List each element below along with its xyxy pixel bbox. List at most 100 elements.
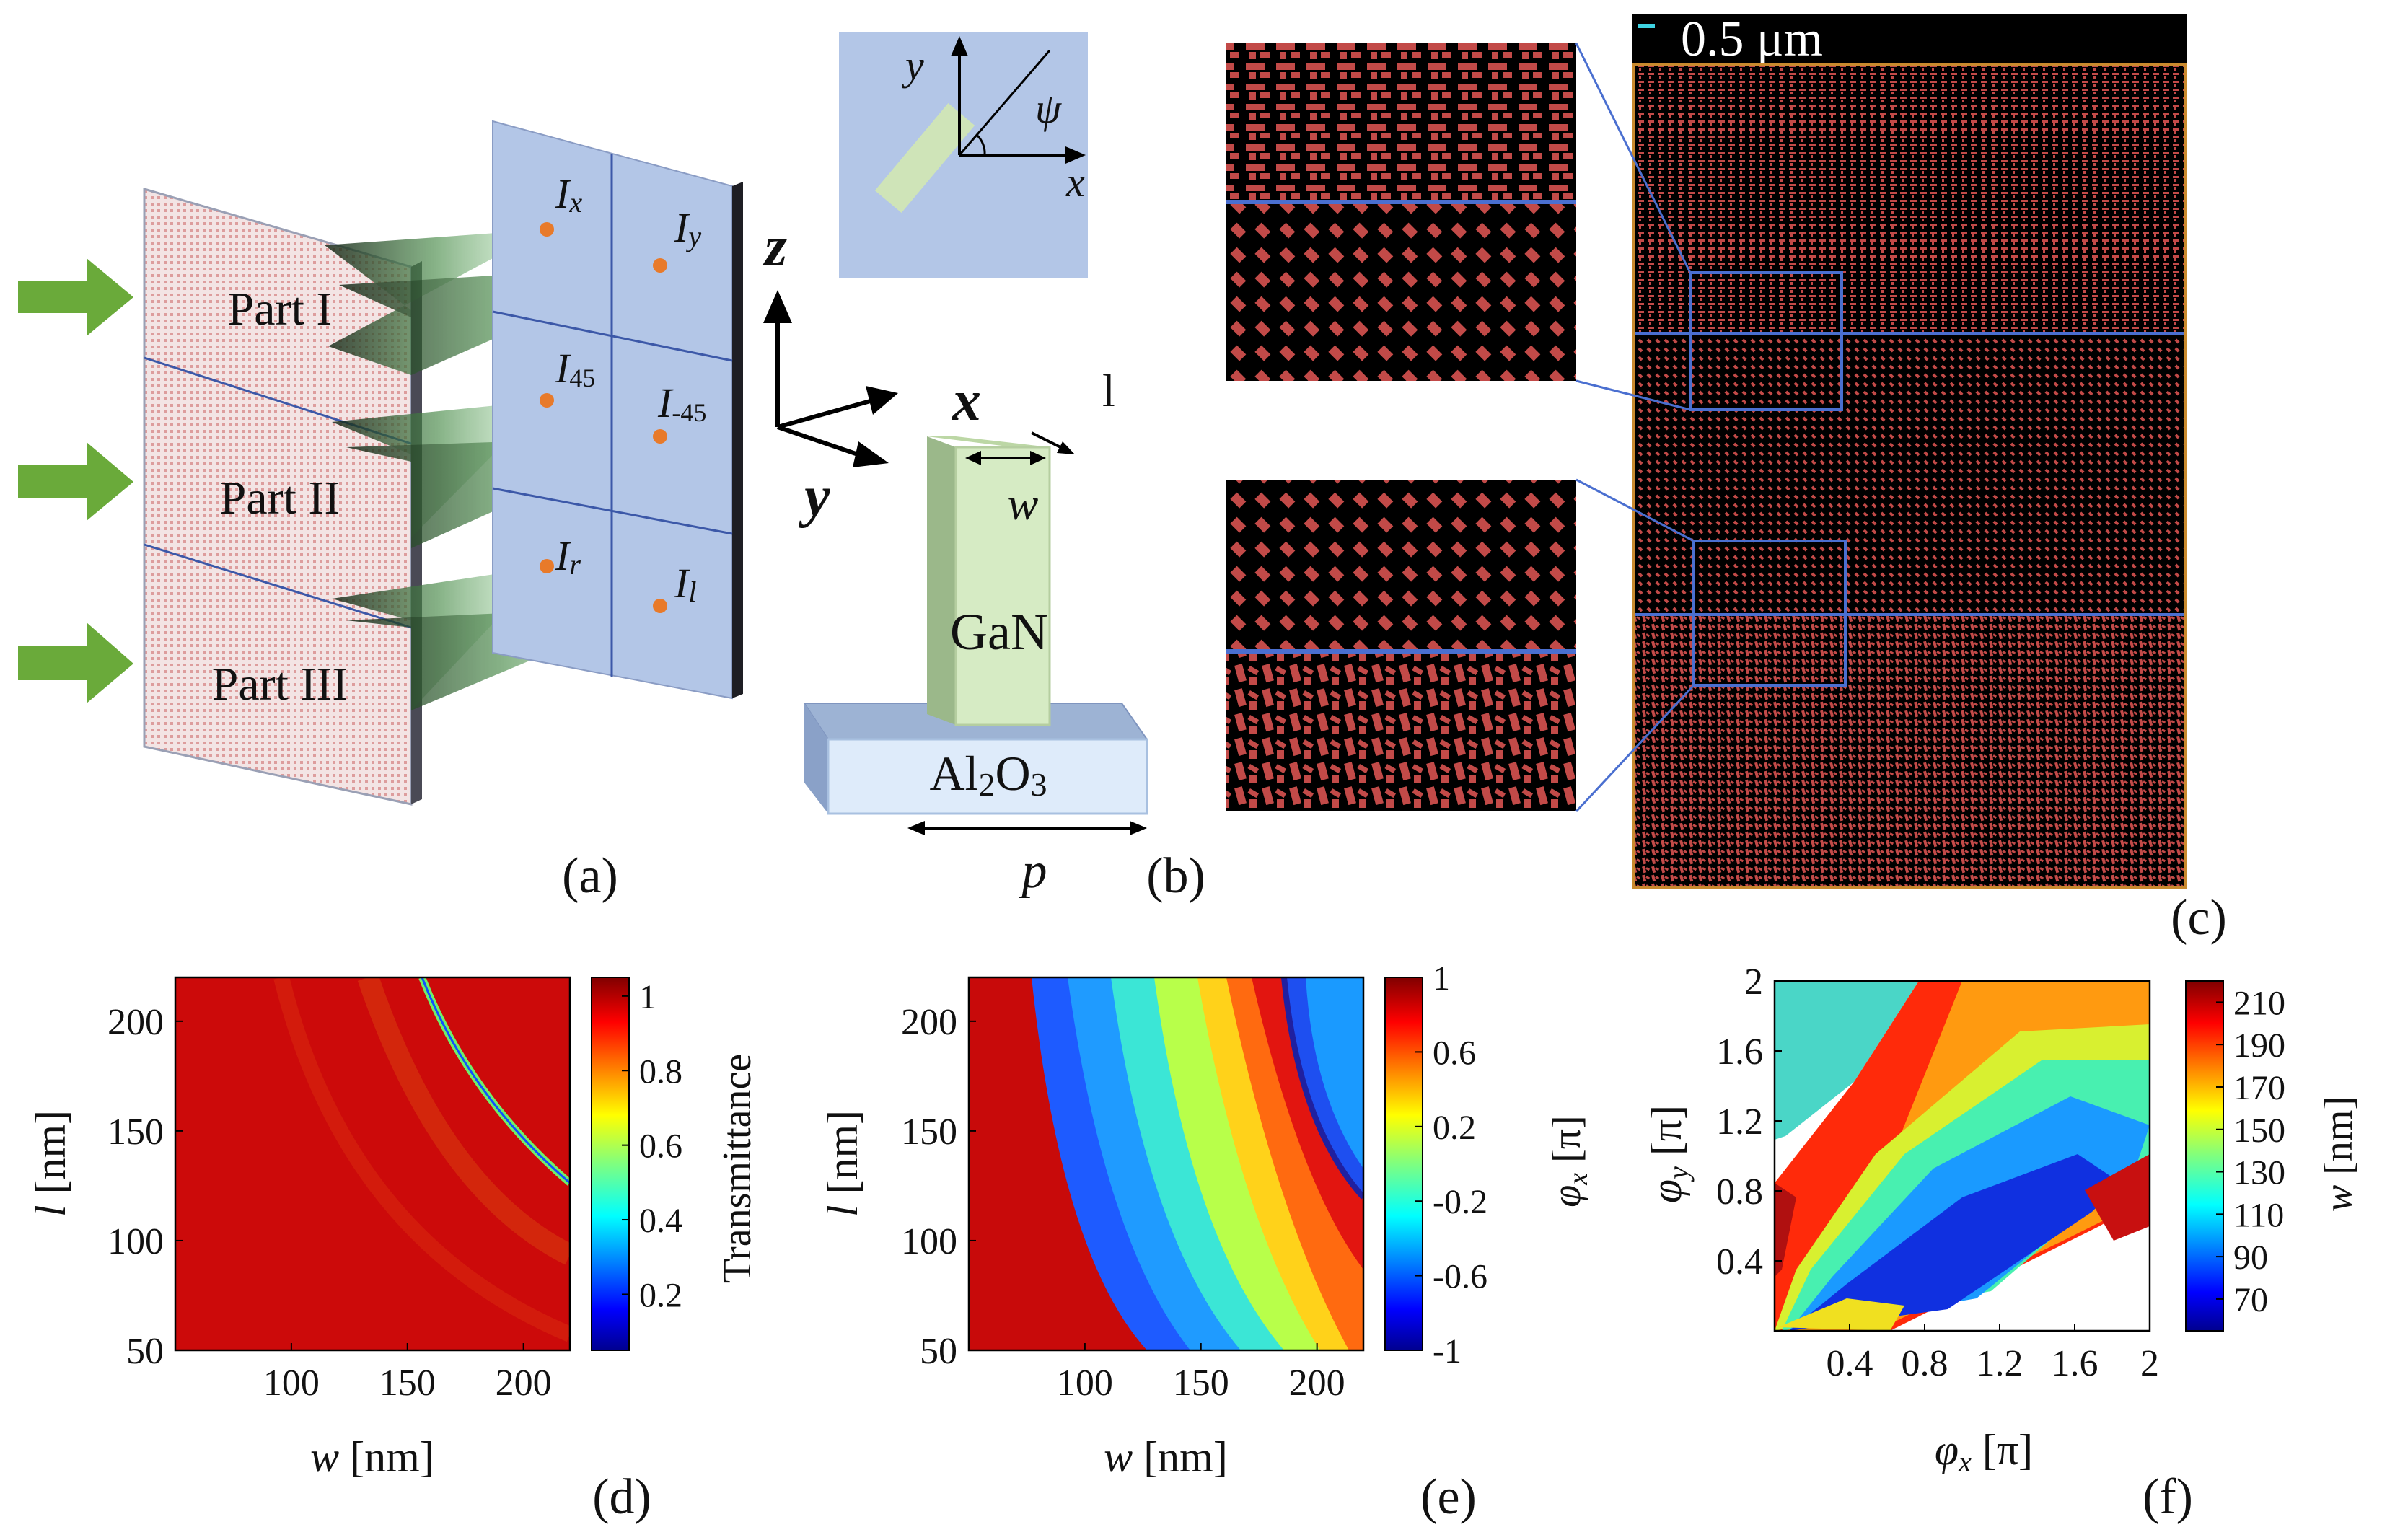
- axis-y-label: y: [798, 465, 830, 529]
- panel-c: 0.5 μm (c): [1226, 12, 2227, 946]
- label-Ir: Ir: [555, 532, 581, 581]
- panel-a: Part I Part II Part III Ix Iy I45 I-45 I…: [18, 120, 743, 904]
- scale-bar: [1638, 24, 1655, 28]
- xtick-label-f: 0.8: [1902, 1343, 1948, 1384]
- colorbar-d: [591, 977, 630, 1351]
- cbtick-label-e: 0.6: [1433, 1034, 1476, 1072]
- w-label: w: [1008, 478, 1039, 529]
- ytick-label-d: 150: [107, 1112, 164, 1153]
- f-ylabel: φy [π]: [1643, 1105, 1695, 1203]
- chart-e: 100 150 200 50 100 150 200 -1 -0.6 -0.2 0.2 0.6 1 φ…: [819, 959, 1594, 1525]
- chart-d: 100 150 200 50 100 150 200 0.2 0.4 0.6 0.8 1 Trans…: [27, 976, 760, 1525]
- xtick-label-f: 1.6: [2052, 1343, 2098, 1384]
- full-metasurface-mid: [1634, 333, 2186, 615]
- cbtick-label-f: 190: [2233, 1026, 2285, 1065]
- caption-b: (b): [1146, 848, 1205, 904]
- part-2-label: Part II: [220, 472, 340, 524]
- cbtick-label-d: 0.8: [639, 1052, 682, 1091]
- cbtick-label-d: 0.2: [639, 1276, 682, 1314]
- xtick-label-e: 200: [1289, 1363, 1345, 1404]
- ytick-label-f: 1.6: [1716, 1031, 1763, 1073]
- ytick-label-e: 50: [920, 1331, 957, 1372]
- caption-e: (e): [1420, 1469, 1477, 1525]
- d-ylabel: l [nm]: [27, 1110, 74, 1217]
- label-Ix: Ix: [555, 170, 582, 219]
- full-metasurface-bottom: [1634, 615, 2186, 887]
- caption-f: (f): [2143, 1469, 2193, 1525]
- d-xlabel: w [nm]: [310, 1433, 434, 1481]
- cbtick-label-f: 70: [2233, 1281, 2268, 1319]
- cbtick-label-f: 90: [2233, 1238, 2268, 1277]
- cbtick-label-e: 1: [1433, 959, 1450, 998]
- cbtick-label-f: 130: [2233, 1154, 2285, 1192]
- colorbar-f: [2185, 980, 2224, 1332]
- cbtick-label-e: -0.2: [1433, 1183, 1487, 1221]
- ytick-label-d: 50: [126, 1331, 164, 1372]
- inset-psi-label: ψ: [1035, 85, 1062, 132]
- incident-arrow-2: [18, 442, 133, 521]
- f-xlabel: φx [π]: [1935, 1426, 2033, 1478]
- ytick-label-d: 200: [107, 1002, 164, 1043]
- part-3-label: Part III: [212, 658, 348, 710]
- xtick-label-e: 100: [1057, 1363, 1113, 1404]
- colorbar-f-label: w [nm]: [2316, 1096, 2361, 1212]
- ytick-label-f: 1.2: [1716, 1101, 1763, 1143]
- axis-z-label: z: [762, 215, 787, 278]
- xtick-label-d: 150: [379, 1363, 436, 1404]
- cbtick-label-e: -0.6: [1433, 1258, 1487, 1296]
- ytick-label-e: 200: [901, 1002, 957, 1043]
- caption-d: (d): [592, 1469, 651, 1525]
- e-xlabel: w [nm]: [1104, 1433, 1228, 1481]
- incident-arrow-3: [18, 622, 133, 703]
- caption-a: (a): [562, 848, 618, 904]
- ytick-label-f: 0.4: [1716, 1241, 1763, 1282]
- ytick-label-f: 2: [1744, 962, 1763, 1003]
- colorbar-e: [1384, 977, 1423, 1351]
- zoom-box-1: [1689, 271, 1843, 411]
- e-ylabel: l [nm]: [819, 1110, 866, 1217]
- gan-pillar: [954, 446, 1051, 726]
- ytick-label-f: 0.8: [1716, 1171, 1763, 1213]
- colorbar-e-label: φx [π]: [1544, 1115, 1594, 1207]
- incident-arrow-1: [18, 258, 133, 336]
- xtick-label-f: 1.2: [1977, 1343, 2023, 1384]
- cbtick-label-f: 170: [2233, 1069, 2285, 1107]
- panel-b: y x ψ z x y Al2O3 GaN w l p (b): [762, 32, 1205, 904]
- label-Il: Il: [674, 560, 696, 608]
- axis-x-label: x: [952, 369, 981, 433]
- cbtick-label-f: 150: [2233, 1112, 2285, 1150]
- scale-bar-label: 0.5 μm: [1681, 12, 1823, 67]
- p-label: p: [1019, 843, 1047, 899]
- xtick-label-e: 150: [1173, 1363, 1229, 1404]
- cbtick-label-d: 0.6: [639, 1127, 682, 1166]
- pillar-label: GaN: [950, 603, 1048, 661]
- inset-y-label: y: [902, 42, 924, 89]
- part-1-label: Part I: [228, 283, 333, 335]
- label-I45: I45: [555, 345, 595, 392]
- ytick-label-e: 150: [901, 1112, 957, 1153]
- xtick-label-d: 100: [263, 1363, 320, 1404]
- substrate: [827, 738, 1148, 815]
- focal-spots: [540, 222, 667, 613]
- zoom-top-upper: [1226, 43, 1576, 201]
- cbtick-label-f: 210: [2233, 984, 2285, 1022]
- label-I-45: I-45: [657, 379, 706, 427]
- zoom-top-lower: [1226, 204, 1576, 381]
- cbtick-label-f: 110: [2233, 1196, 2284, 1234]
- zoom-bottom-lower: [1226, 651, 1576, 811]
- cbtick-label-e: -1: [1433, 1332, 1462, 1370]
- chart-f: 0.4 0.8 1.2 1.6 2 0.4 0.8 1.2 1.6 2 70 90 110 130 150…: [1643, 962, 2361, 1525]
- caption-c: (c): [2171, 890, 2227, 946]
- xtick-label-f: 2: [2140, 1343, 2159, 1384]
- full-metasurface-top: [1634, 65, 2186, 333]
- cbtick-label-d: 0.4: [639, 1202, 682, 1240]
- cbtick-label-d: 1: [639, 978, 656, 1016]
- l-label: l: [1102, 365, 1115, 416]
- heatmap-d: [175, 977, 570, 1350]
- inset-x-label: x: [1065, 159, 1085, 206]
- colorbar-d-label: Transmittance: [715, 1054, 760, 1283]
- ytick-label-d: 100: [107, 1221, 164, 1262]
- label-Iy: Iy: [674, 204, 701, 252]
- xtick-label-f: 0.4: [1827, 1343, 1873, 1384]
